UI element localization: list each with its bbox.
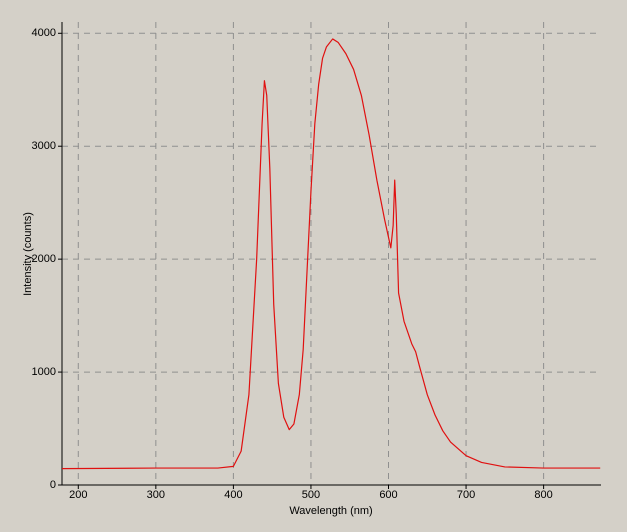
y-axis-label: Intensity (counts) — [22, 212, 34, 296]
y-tick-label: 4000 — [32, 27, 56, 39]
x-axis-label: Wavelength (nm) — [289, 505, 372, 517]
y-tick-label: 1000 — [32, 366, 56, 378]
x-tick-label: 600 — [379, 489, 397, 501]
x-tick-label: 300 — [147, 489, 165, 501]
x-tick-label: 500 — [302, 489, 320, 501]
y-tick-label: 2000 — [32, 253, 56, 265]
y-tick-label: 0 — [50, 479, 56, 491]
x-tick-label: 800 — [534, 489, 552, 501]
x-tick-label: 700 — [457, 489, 475, 501]
y-tick-label: 3000 — [32, 140, 56, 152]
x-tick-label: 400 — [224, 489, 242, 501]
spectrum-line — [61, 38, 601, 470]
x-tick-label: 200 — [69, 489, 87, 501]
